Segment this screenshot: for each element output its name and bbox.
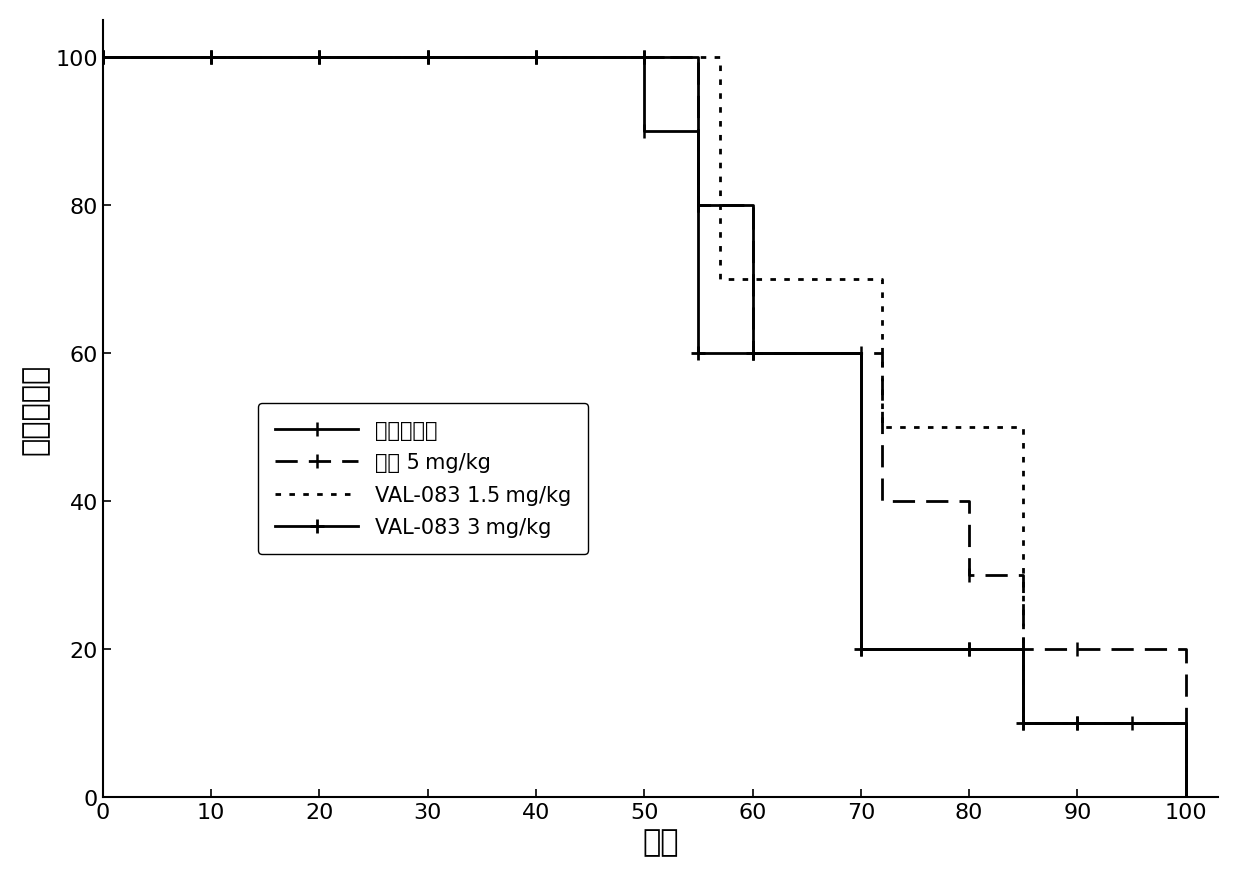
Legend: 未处理对照, 顺铂 5 mg/kg, VAL-083 1.5 mg/kg, VAL-083 3 mg/kg: 未处理对照, 顺铂 5 mg/kg, VAL-083 1.5 mg/kg, VA… bbox=[258, 403, 587, 554]
Y-axis label: 生存百分比: 生存百分比 bbox=[21, 363, 50, 454]
X-axis label: 天数: 天数 bbox=[642, 827, 679, 856]
